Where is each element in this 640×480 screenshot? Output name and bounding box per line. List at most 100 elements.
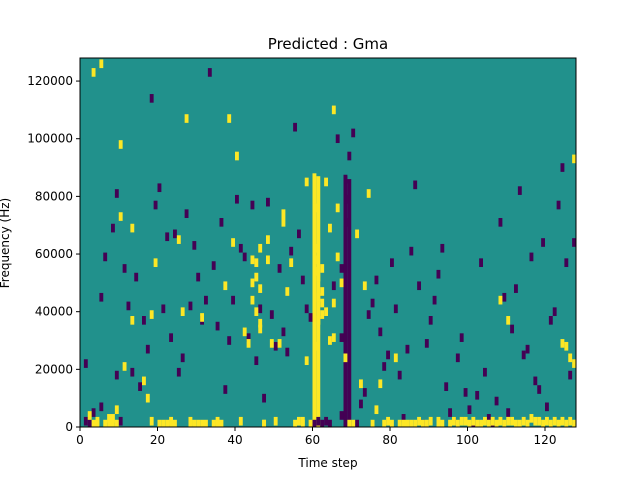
heatmap-high-cell: [312, 255, 317, 265]
heatmap-high-cell: [417, 416, 422, 426]
heatmap-low-cell: [273, 341, 278, 351]
heatmap-high-cell: [103, 419, 108, 427]
heatmap-low-cell: [459, 333, 464, 342]
y-tick-label: 20000: [35, 362, 73, 376]
heatmap-low-cell: [269, 310, 274, 319]
heatmap-low-cell: [382, 362, 387, 371]
heatmap-high-cell: [238, 416, 243, 426]
heatmap-low-cell: [289, 246, 294, 256]
heatmap-low-cell: [498, 218, 503, 227]
heatmap-high-cell: [312, 203, 317, 213]
heatmap-low-cell: [428, 316, 433, 325]
heatmap-low-cell: [227, 336, 232, 345]
heatmap-high-cell: [351, 419, 356, 427]
heatmap-high-cell: [281, 218, 286, 227]
heatmap-high-cell: [196, 419, 201, 427]
heatmap-high-cell: [281, 209, 286, 218]
heatmap-high-cell: [331, 105, 336, 115]
heatmap-high-cell: [316, 272, 321, 282]
heatmap-high-cell: [258, 324, 263, 334]
heatmap-low-cell: [413, 180, 418, 190]
heatmap-low-cell: [339, 411, 344, 420]
heatmap-high-cell: [118, 140, 123, 149]
heatmap-high-cell: [254, 307, 259, 317]
heatmap-low-cell: [103, 252, 108, 262]
heatmap-high-cell: [514, 419, 518, 427]
heatmap-low-cell: [83, 359, 88, 368]
heatmap-high-cell: [250, 255, 255, 265]
heatmap-high-cell: [130, 316, 135, 325]
heatmap-low-column: [347, 179, 352, 427]
heatmap-low-cell: [366, 310, 371, 319]
heatmap-low-cell: [235, 194, 239, 204]
heatmap-low-cell: [312, 419, 317, 427]
heatmap-low-cell: [161, 304, 166, 314]
heatmap-low-cell: [246, 333, 251, 342]
heatmap-low-cell: [250, 200, 255, 210]
heatmap-low-cell: [564, 258, 569, 268]
heatmap-high-cell: [335, 252, 340, 262]
heatmap-high-cell: [548, 419, 553, 427]
heatmap-high-cell: [397, 419, 402, 427]
heatmap-high-column: [312, 173, 317, 427]
heatmap-high-cell: [258, 243, 263, 253]
heatmap-low-cell: [328, 419, 332, 427]
heatmap-high-cell: [572, 419, 577, 427]
heatmap-high-cell: [200, 419, 205, 427]
heatmap-high-cell: [370, 419, 375, 427]
y-tick-label: 100000: [27, 132, 73, 146]
heatmap-high-cell: [149, 416, 154, 426]
heatmap-high-cell: [506, 316, 511, 325]
heatmap-high-cell: [564, 341, 569, 351]
heatmap-high-cell: [223, 281, 228, 291]
heatmap-high-cell: [506, 416, 511, 426]
heatmap-high-cell: [149, 310, 154, 319]
heatmap-low-cell: [134, 272, 139, 282]
plot-frame: [79, 57, 577, 428]
heatmap-low-cell: [91, 408, 96, 417]
heatmap-low-cell: [87, 419, 92, 427]
heatmap-low-cell: [339, 264, 344, 273]
heatmap-high-cell: [316, 316, 321, 325]
heatmap-low-cell: [455, 353, 460, 363]
x-tick-label: 100: [456, 433, 479, 447]
heatmap-low-cell: [467, 405, 472, 415]
heatmap-low-cell: [568, 370, 573, 380]
heatmap-low-cell: [463, 388, 468, 397]
heatmap-high-cell: [130, 223, 135, 233]
heatmap-high-cell: [343, 353, 348, 363]
heatmap-high-cell: [142, 376, 146, 386]
heatmap-high-cell: [498, 416, 503, 426]
heatmap-low-cell: [448, 408, 453, 417]
heatmap-low-cell: [308, 313, 313, 322]
heatmap-high-cell: [87, 411, 92, 420]
heatmap-low-cell: [537, 385, 542, 394]
heatmap-high-cell: [374, 405, 379, 415]
heatmap-high-cell: [91, 68, 96, 77]
heatmap-high-cell: [254, 258, 259, 268]
heatmap-low-cell: [545, 402, 549, 412]
heatmap-low-cell: [343, 174, 348, 184]
heatmap-low-cell: [351, 128, 356, 138]
heatmap-high-cell: [359, 379, 363, 389]
heatmap-low-cell: [390, 258, 394, 268]
heatmap-high-cell: [188, 416, 193, 426]
heatmap-high-cell: [537, 416, 542, 426]
heatmap-high-cell: [254, 272, 259, 282]
heatmap-high-cell: [459, 416, 464, 426]
heatmap-low-cell: [83, 416, 88, 426]
heatmap-low-cell: [180, 353, 185, 363]
heatmap-high-cell: [521, 416, 526, 426]
heatmap-high-cell: [405, 419, 410, 427]
heatmap-high-cell: [324, 307, 329, 317]
heatmap-low-column: [343, 176, 348, 427]
heatmap-low-cell: [506, 408, 511, 417]
heatmap-low-cell: [397, 370, 402, 380]
heatmap-high-cell: [107, 419, 112, 427]
heatmap-low-cell: [529, 252, 534, 262]
heatmap-high-cell: [184, 114, 189, 123]
heatmap-high-cell: [304, 356, 309, 366]
heatmap-low-cell: [165, 232, 170, 242]
heatmap-high-cell: [339, 278, 344, 288]
heatmap-high-cell: [304, 177, 309, 187]
